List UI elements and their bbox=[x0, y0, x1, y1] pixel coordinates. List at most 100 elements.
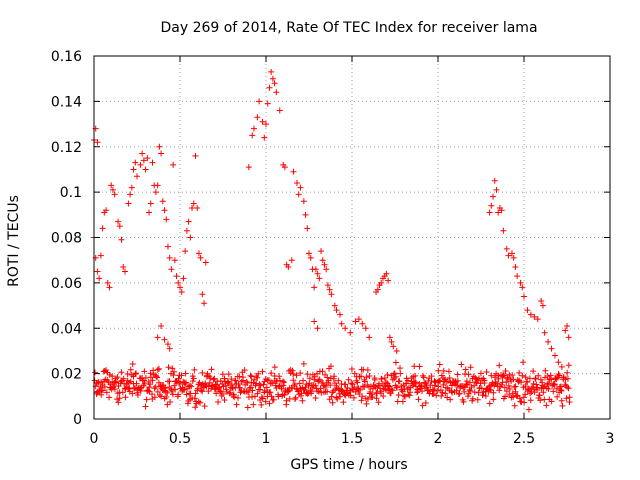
baseline-point bbox=[98, 379, 105, 386]
data-point bbox=[362, 325, 369, 332]
baseline-point bbox=[91, 369, 98, 376]
baseline-point bbox=[565, 385, 572, 392]
baseline-point bbox=[540, 389, 547, 396]
baseline-point bbox=[112, 378, 119, 385]
data-point bbox=[94, 139, 101, 146]
baseline-point bbox=[558, 387, 565, 394]
data-point bbox=[378, 279, 385, 286]
data-point bbox=[140, 157, 147, 164]
data-point bbox=[281, 164, 288, 171]
baseline-point bbox=[544, 373, 551, 380]
baseline-point bbox=[271, 364, 278, 371]
baseline-point bbox=[225, 371, 232, 378]
baseline-point bbox=[509, 372, 516, 379]
baseline-point bbox=[93, 391, 100, 398]
data-point bbox=[505, 252, 512, 259]
data-point bbox=[130, 166, 137, 173]
baseline-point bbox=[440, 367, 447, 374]
baseline-point bbox=[250, 401, 257, 408]
baseline-point bbox=[329, 399, 336, 406]
baseline-point bbox=[192, 404, 199, 411]
baseline-point bbox=[491, 374, 498, 381]
baseline-point bbox=[228, 375, 235, 382]
baseline-point bbox=[550, 388, 557, 395]
data-point bbox=[166, 345, 173, 352]
data-point bbox=[564, 322, 570, 329]
baseline-point bbox=[189, 378, 196, 385]
data-point bbox=[264, 100, 271, 107]
baseline-point bbox=[478, 385, 485, 392]
baseline-point bbox=[219, 371, 226, 378]
baseline-point bbox=[419, 388, 426, 395]
baseline-point bbox=[454, 382, 461, 389]
baseline-point bbox=[181, 386, 188, 393]
scatter-points-layer bbox=[91, 68, 573, 413]
baseline-point bbox=[522, 391, 529, 398]
baseline-point bbox=[165, 364, 172, 371]
data-point bbox=[295, 191, 302, 198]
data-point bbox=[164, 243, 171, 250]
baseline-point bbox=[276, 373, 283, 380]
baseline-point bbox=[289, 367, 296, 374]
baseline-point bbox=[268, 370, 275, 377]
data-point bbox=[194, 205, 201, 212]
data-point bbox=[164, 341, 171, 348]
baseline-point bbox=[328, 393, 335, 400]
baseline-point bbox=[254, 374, 261, 381]
baseline-point bbox=[357, 386, 364, 393]
data-point bbox=[149, 159, 156, 166]
baseline-point bbox=[316, 376, 323, 383]
data-point bbox=[173, 273, 180, 280]
baseline-point bbox=[258, 401, 265, 408]
baseline-point bbox=[176, 380, 183, 387]
baseline-point bbox=[124, 371, 131, 378]
baseline-point bbox=[483, 369, 490, 376]
baseline-point bbox=[119, 389, 126, 396]
baseline-point bbox=[291, 381, 298, 388]
baseline-point bbox=[433, 392, 440, 399]
baseline-point bbox=[257, 386, 264, 393]
data-point bbox=[393, 347, 400, 354]
baseline-point bbox=[235, 381, 242, 388]
data-point bbox=[488, 202, 495, 209]
baseline-point bbox=[488, 372, 495, 379]
data-point bbox=[202, 259, 209, 266]
data-point bbox=[503, 245, 510, 252]
baseline-point bbox=[436, 361, 443, 368]
baseline-point bbox=[284, 389, 291, 395]
baseline-point bbox=[270, 396, 277, 403]
baseline-point bbox=[412, 372, 419, 379]
baseline-point bbox=[440, 382, 447, 389]
baseline-point bbox=[533, 381, 540, 388]
data-point bbox=[312, 266, 319, 273]
baseline-point bbox=[494, 380, 501, 387]
data-point bbox=[276, 107, 283, 114]
baseline-point bbox=[275, 393, 282, 400]
baseline-point bbox=[490, 389, 497, 396]
baseline-point bbox=[296, 380, 303, 387]
baseline-point bbox=[420, 374, 427, 381]
baseline-point bbox=[151, 394, 158, 401]
baseline-point bbox=[268, 393, 275, 400]
baseline-point bbox=[315, 388, 322, 395]
baseline-point bbox=[258, 394, 265, 401]
baseline-point bbox=[211, 375, 218, 382]
baseline-point bbox=[114, 374, 121, 381]
baseline-point bbox=[530, 368, 537, 375]
data-point bbox=[139, 150, 146, 157]
baseline-point bbox=[158, 393, 165, 400]
baseline-point bbox=[516, 369, 523, 376]
baseline-point bbox=[302, 384, 309, 391]
data-point bbox=[97, 252, 104, 259]
baseline-point bbox=[382, 379, 389, 386]
data-point bbox=[551, 352, 558, 359]
baseline-point bbox=[262, 398, 269, 405]
baseline-point bbox=[557, 383, 564, 390]
baseline-point bbox=[244, 404, 251, 411]
baseline-point bbox=[401, 393, 408, 400]
baseline-point bbox=[235, 394, 242, 401]
data-point bbox=[388, 338, 395, 345]
baseline-point bbox=[541, 396, 548, 403]
baseline-point bbox=[519, 372, 526, 379]
